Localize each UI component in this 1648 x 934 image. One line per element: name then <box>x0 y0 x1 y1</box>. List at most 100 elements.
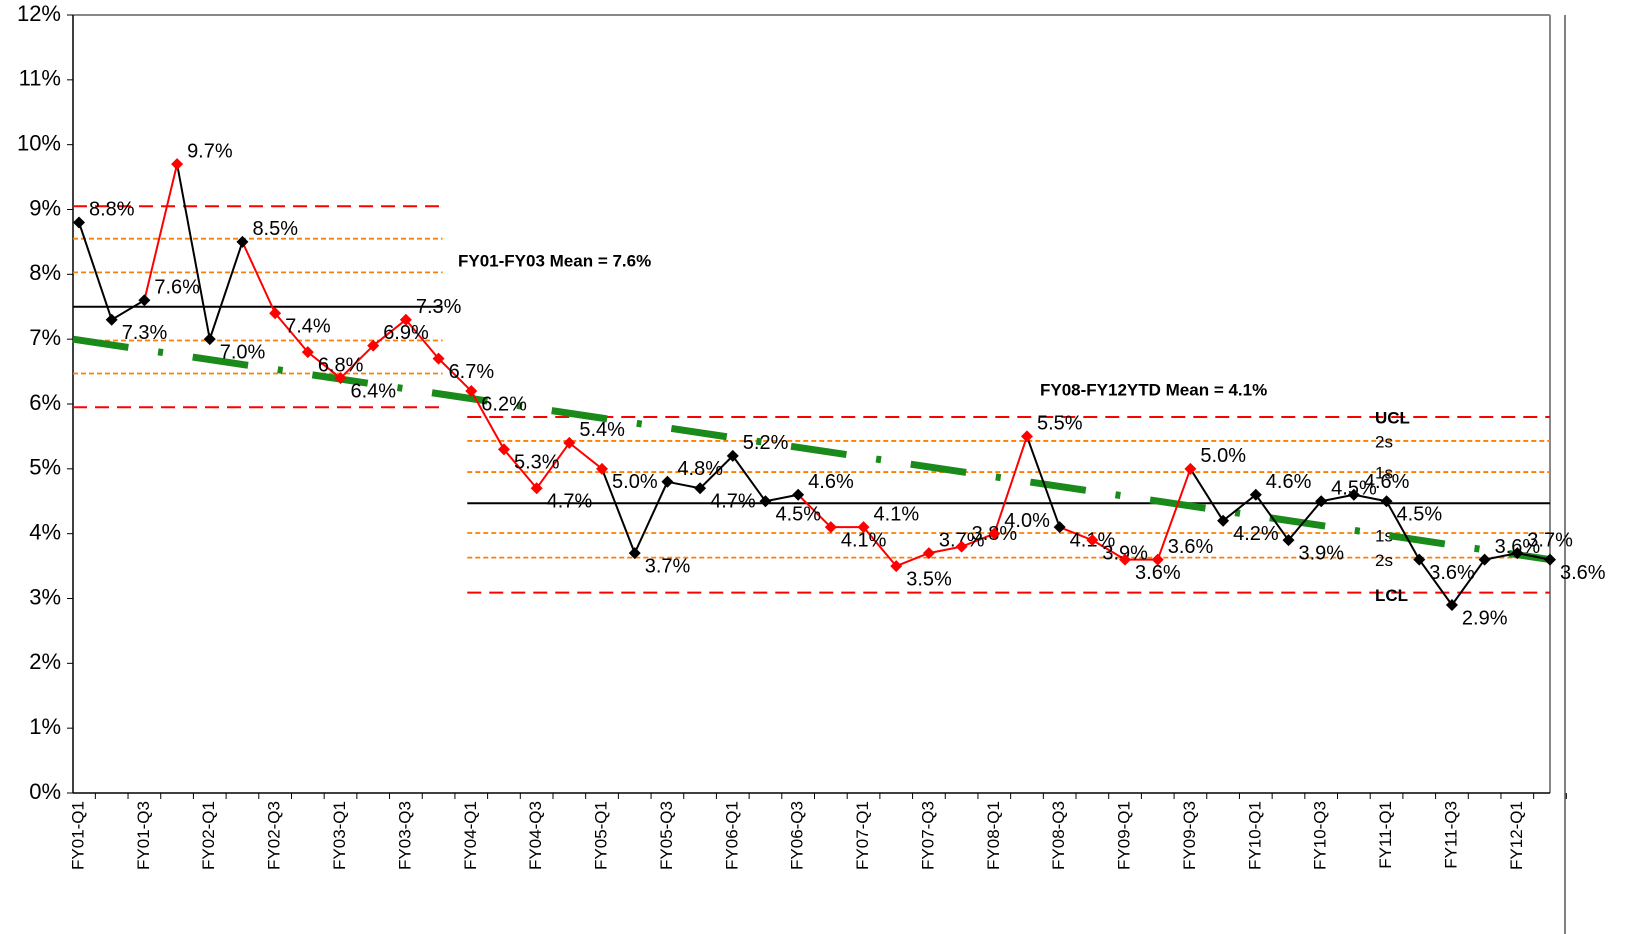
point <box>334 372 347 385</box>
point <box>726 449 739 462</box>
point <box>1184 462 1197 475</box>
limit-label: 1s <box>1375 464 1393 483</box>
line-segment <box>699 455 734 489</box>
point <box>922 547 935 560</box>
y-tick-label: 11% <box>19 66 61 91</box>
point <box>530 482 543 495</box>
data-label: 3.6% <box>1560 562 1606 584</box>
data-label: 4.5% <box>1397 504 1443 526</box>
point <box>792 488 805 501</box>
y-tick-label: 4% <box>29 519 61 544</box>
x-tick-label: FY11-Q3 <box>1441 801 1460 869</box>
data-label: 3.5% <box>906 568 952 590</box>
data-label: 7.6% <box>154 277 200 299</box>
x-tick-label: FY08-Q1 <box>984 801 1003 870</box>
x-tick-label: FY02-Q1 <box>199 801 218 870</box>
line-segment <box>111 299 145 321</box>
y-tick-label: 9% <box>29 195 61 220</box>
point <box>73 216 85 229</box>
limit-label: 2s <box>1375 551 1393 570</box>
line-segment <box>765 493 799 503</box>
y-tick-label: 3% <box>29 584 61 609</box>
line-segment <box>1353 493 1387 503</box>
data-label: 4.8% <box>677 458 723 480</box>
point <box>367 339 380 352</box>
point <box>465 385 478 398</box>
data-label: 3.6% <box>1135 562 1181 584</box>
data-label: 6.4% <box>351 380 397 402</box>
line-segment <box>568 442 603 470</box>
line-segment <box>731 455 767 502</box>
point <box>1445 598 1458 611</box>
point <box>628 547 641 560</box>
data-label: 4.6% <box>1364 471 1410 493</box>
point <box>759 495 772 508</box>
data-label: 2.9% <box>1462 607 1508 629</box>
point <box>497 443 510 456</box>
data-label: 5.4% <box>579 419 625 441</box>
line-segment <box>601 468 636 554</box>
data-label: 9.7% <box>187 140 233 162</box>
line-segment <box>1222 493 1257 522</box>
line-segment <box>241 241 277 314</box>
point <box>1511 547 1524 560</box>
data-label: 4.5% <box>1331 478 1377 500</box>
line-segment <box>307 351 342 379</box>
point <box>105 313 118 326</box>
x-tick-label: FY11-Q1 <box>1376 801 1395 869</box>
point <box>1478 553 1491 566</box>
point <box>1413 553 1426 566</box>
line-segment <box>1418 559 1453 606</box>
line-segment <box>1287 500 1322 541</box>
data-label: 4.1% <box>841 529 887 551</box>
limit-label: 2s <box>1375 432 1393 451</box>
x-tick-label: FY05-Q3 <box>657 801 676 870</box>
x-tick-label: FY01-Q1 <box>68 801 87 870</box>
x-tick-label: FY08-Q3 <box>1049 801 1068 870</box>
line-segment <box>797 494 832 528</box>
line-segment <box>274 312 309 353</box>
data-label: 4.2% <box>1233 523 1279 545</box>
line-segment <box>78 222 113 321</box>
line-segment <box>862 526 897 567</box>
point <box>563 436 576 449</box>
x-tick-label: FY03-Q1 <box>330 801 349 870</box>
x-tick-label: FY02-Q3 <box>265 801 284 870</box>
line-segment <box>143 163 179 301</box>
x-tick-label: FY10-Q3 <box>1311 801 1330 870</box>
x-tick-label: FY04-Q1 <box>461 801 480 870</box>
x-tick-label: FY05-Q1 <box>592 801 611 870</box>
data-label: 3.7% <box>645 555 691 577</box>
line-segment <box>928 545 962 555</box>
point <box>1282 534 1295 547</box>
limit-label: LCL <box>1375 586 1408 605</box>
point <box>203 333 216 346</box>
point <box>269 307 282 320</box>
line-segment <box>961 532 995 548</box>
data-label: 8.8% <box>89 199 135 221</box>
data-label: 4.7% <box>547 491 593 513</box>
line-segment <box>667 480 701 490</box>
point <box>1544 553 1556 566</box>
y-tick-label: 1% <box>29 714 61 739</box>
line-segment <box>339 344 374 379</box>
data-label: 5.2% <box>743 432 789 454</box>
annotation: FY08-FY12YTD Mean = 4.1% <box>1040 380 1267 399</box>
x-tick-label: FY09-Q1 <box>1115 801 1134 870</box>
x-tick-label: FY04-Q3 <box>526 801 545 870</box>
data-label: 4.6% <box>1266 471 1312 493</box>
point <box>694 482 707 495</box>
line-segment <box>1320 493 1355 503</box>
point <box>1086 534 1099 547</box>
line-segment <box>503 448 538 489</box>
line-segment <box>1026 436 1061 528</box>
line-segment <box>470 390 505 450</box>
data-label: 4.0% <box>1004 510 1050 532</box>
point <box>1053 521 1066 534</box>
annotation: FY01-FY03 Mean = 7.6% <box>458 251 651 270</box>
point <box>236 235 249 248</box>
limit-label: UCL <box>1375 408 1410 427</box>
data-label: 3.7% <box>939 529 985 551</box>
data-label: 6.9% <box>383 322 429 344</box>
data-label: 7.3% <box>122 322 168 344</box>
